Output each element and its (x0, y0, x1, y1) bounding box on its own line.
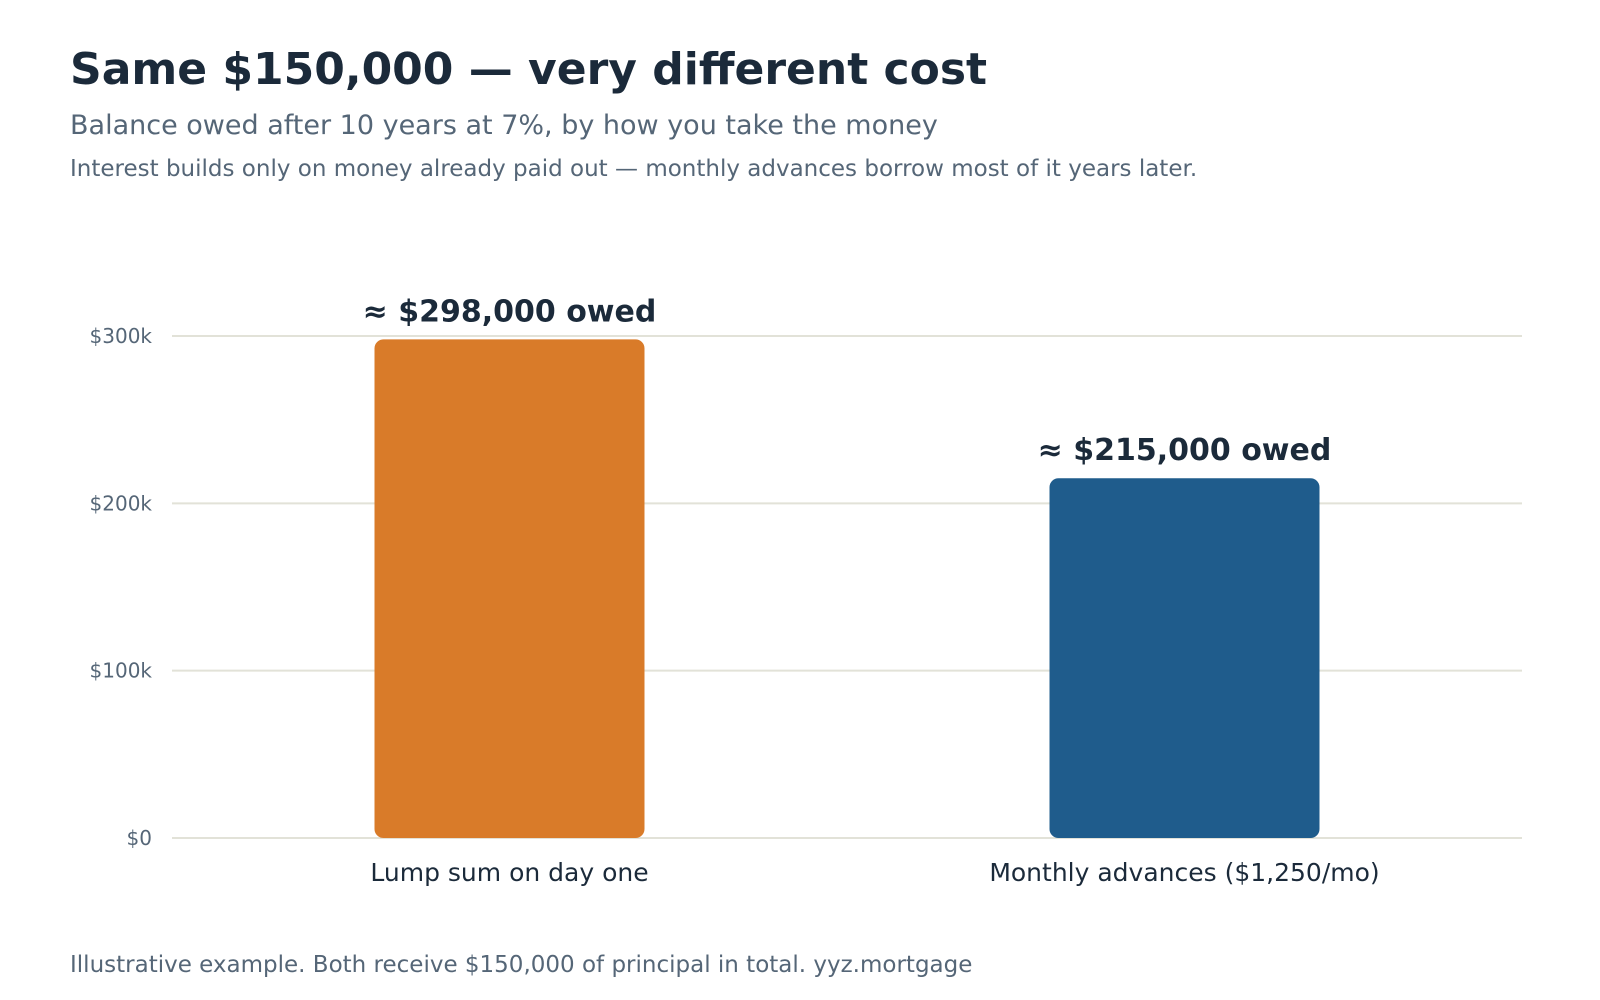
data-labels: ≈ $298,000 owed ≈ $215,000 owed (363, 294, 1332, 468)
bar (1049, 478, 1320, 838)
x-category-label: Lump sum on day one (370, 858, 648, 887)
chart-note: Interest builds only on money already pa… (70, 156, 1198, 182)
footer-note: Illustrative example. Both receive $150,… (70, 952, 973, 978)
x-axis-categories: Lump sum on day one Monthly advances ($1,… (370, 858, 1379, 887)
bar (374, 339, 645, 838)
y-tick-label: $100k (90, 659, 153, 683)
chart-title: Same $150,000 — very different cost (70, 44, 988, 95)
bars (374, 339, 1320, 838)
bar-value-label: ≈ $298,000 owed (363, 294, 657, 329)
y-tick-label: $300k (90, 324, 153, 348)
y-tick-label: $200k (90, 491, 153, 515)
chart-subtitle: Balance owed after 10 years at 7%, by ho… (70, 110, 938, 141)
bar-chart: $0 $100k $200k $300k ≈ $298,000 owed ≈ $215,… (90, 294, 1522, 887)
x-category-label: Monthly advances ($1,250/mo) (989, 858, 1379, 887)
y-tick-label: $0 (127, 826, 152, 850)
y-axis-ticks: $0 $100k $200k $300k (90, 324, 153, 850)
bar-value-label: ≈ $215,000 owed (1038, 433, 1332, 468)
